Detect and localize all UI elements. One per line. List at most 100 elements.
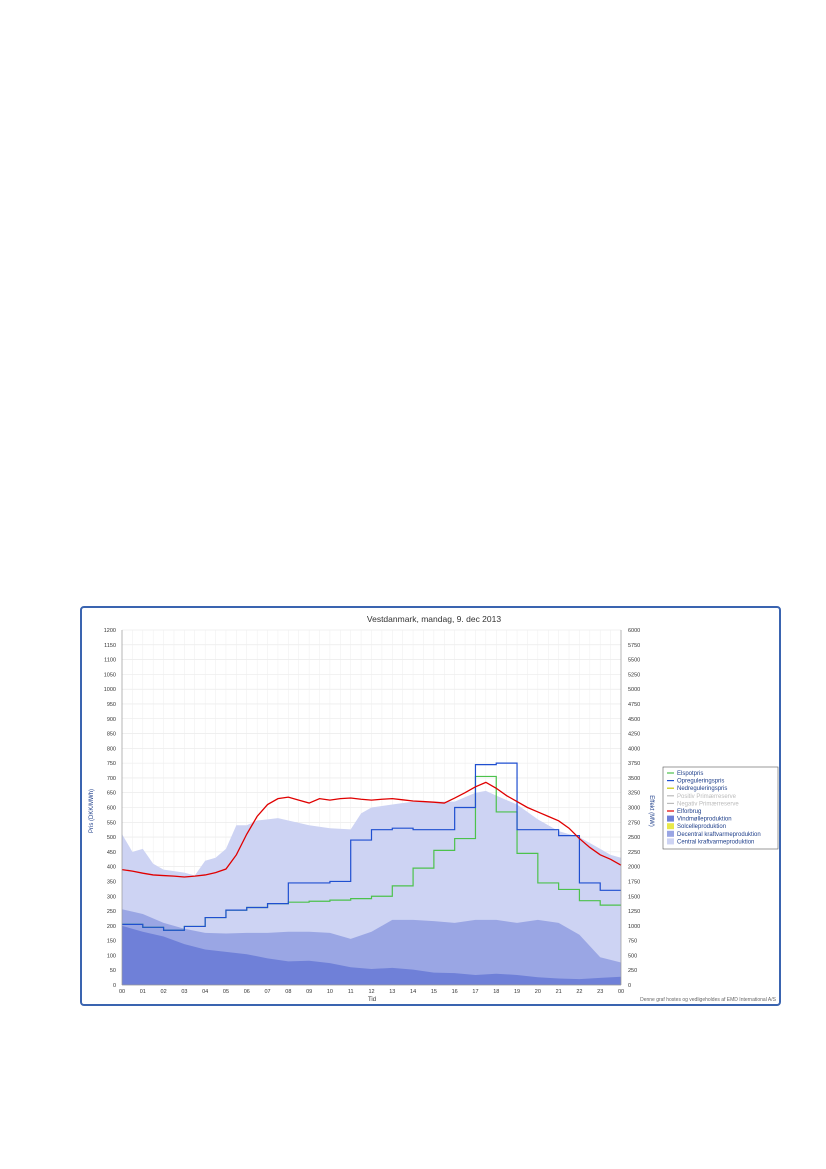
legend-label: Nedreguleringspris [677, 786, 727, 792]
x-tick-label: 10 [327, 989, 333, 995]
legend-label: Negativ Primærreserve [677, 801, 739, 807]
y-tick-label-right: 250 [628, 968, 637, 974]
y-tick-label-left: 600 [107, 806, 116, 812]
x-tick-label: 21 [556, 989, 562, 995]
x-tick-label: 08 [285, 989, 291, 995]
y-tick-label-left: 500 [107, 835, 116, 841]
legend-item[interactable]: Elspotpris [667, 771, 703, 777]
y-tick-label-right: 4000 [628, 746, 640, 752]
y-tick-label-right: 5750 [628, 643, 640, 649]
legend-box [662, 766, 779, 850]
x-tick-label: 03 [181, 989, 187, 995]
x-tick-label: 18 [493, 989, 499, 995]
y-tick-label-left: 900 [107, 717, 116, 723]
y-tick-label-right: 500 [628, 953, 637, 959]
legend-label: Solcelleproduktion [677, 824, 726, 830]
y-tick-label-left: 200 [107, 924, 116, 930]
series-area-vindm-lleproduktion [122, 925, 621, 985]
x-tick-label: 05 [223, 989, 229, 995]
y-tick-label-right: 4500 [628, 717, 640, 723]
y-tick-label-left: 50 [110, 968, 116, 974]
x-tick-label: 16 [452, 989, 458, 995]
legend-label: Positiv Primærreserve [677, 794, 737, 800]
y-tick-label-left: 1100 [104, 658, 116, 664]
y-tick-label-left: 750 [107, 761, 116, 767]
x-tick-label: 17 [472, 989, 478, 995]
y-tick-label-left: 0 [113, 983, 116, 989]
x-tick-label: 23 [597, 989, 603, 995]
y-tick-label-right: 5500 [628, 658, 640, 664]
legend-item[interactable]: Opreguleringspris [667, 779, 724, 785]
y-tick-label-right: 4750 [628, 702, 640, 708]
y-tick-label-right: 4250 [628, 732, 640, 738]
legend-item[interactable]: Negativ Primærreserve [667, 801, 739, 807]
legend-label: Elspotpris [677, 771, 703, 777]
x-tick-label: 00 [119, 989, 125, 995]
legend-item[interactable]: Solcelleproduktion [667, 823, 726, 830]
y-tick-label-left: 1150 [104, 643, 116, 649]
legend-label: Opreguleringspris [677, 779, 724, 785]
y-tick-label-left: 950 [107, 702, 116, 708]
x-tick-label: 09 [306, 989, 312, 995]
y-tick-label-left: 850 [107, 732, 116, 738]
legend-label: Central kraftvarmeproduktion [677, 839, 754, 845]
x-tick-label: 00 [618, 989, 624, 995]
legend-item[interactable]: Vindmølleproduktion [667, 815, 732, 823]
legend-item[interactable]: Decentral kraftvarmeproduktion [667, 830, 761, 838]
x-tick-label: 14 [410, 989, 416, 995]
y-tick-label-left: 100 [107, 953, 116, 959]
x-tick-label: 12 [368, 989, 374, 995]
x-tick-label: 15 [431, 989, 437, 995]
legend-item[interactable]: Nedreguleringspris [667, 786, 727, 792]
legend-item[interactable]: Elforbrug [667, 809, 701, 815]
y-tick-label-left: 350 [107, 879, 116, 885]
y-tick-label-left: 1050 [104, 672, 116, 678]
y-axis-left-label: Pris (DKK/MWh) [89, 789, 95, 833]
series-line-elforbrug [121, 781, 622, 878]
y-tick-label-left: 450 [107, 850, 116, 856]
x-tick-label: 11 [348, 989, 354, 995]
y-tick-label-left: 150 [107, 939, 116, 945]
y-axis-right-label: Effekt (MW) [648, 795, 654, 827]
x-tick-label: 02 [161, 989, 167, 995]
legend-swatch-area [667, 838, 674, 845]
legend: Elspotpris OpreguleringsprisNedregulering… [662, 766, 779, 850]
chart-title: Vestdanmark, mandag, 9. dec 2013 [367, 614, 501, 624]
y-tick-label-right: 0 [628, 983, 631, 989]
y-tick-label-right: 3750 [628, 761, 640, 767]
y-tick-label-left: 300 [107, 894, 116, 900]
x-tick-label: 06 [244, 989, 250, 995]
chart-svg: Vestdanmark, mandag, 9. dec 2013 Pris (D… [89, 614, 779, 1003]
legend-swatch-area [667, 815, 674, 822]
y-tick-label-left: 250 [107, 909, 116, 915]
y-tick-label-right: 6000 [628, 628, 640, 634]
y-tick-label-left: 800 [107, 746, 116, 752]
y-tick-label-right: 1250 [628, 909, 640, 915]
legend-swatch-area [667, 823, 674, 830]
y-tick-label-right: 2500 [628, 835, 640, 841]
y-tick-label-left: 1000 [104, 687, 116, 693]
y-tick-label-left: 700 [107, 776, 116, 782]
legend-item[interactable]: Positiv Primærreserve [667, 794, 737, 800]
y-tick-label-right: 1000 [628, 924, 640, 930]
y-tick-label-left: 650 [107, 791, 116, 797]
y-tick-label-right: 2000 [628, 865, 640, 871]
legend-label: Decentral kraftvarmeproduktion [677, 832, 761, 838]
x-tick-label: 20 [535, 989, 541, 995]
x-tick-label: 13 [389, 989, 395, 995]
legend-item[interactable]: Central kraftvarmeproduktion [667, 838, 754, 845]
y-tick-label-left: 400 [107, 865, 116, 871]
legend-label: Elforbrug [677, 809, 701, 815]
x-tick-label: 07 [264, 989, 270, 995]
y-tick-label-left: 1200 [104, 628, 116, 634]
y-tick-label-right: 3500 [628, 776, 640, 782]
y-tick-label-right: 1750 [628, 879, 640, 885]
chart-credit: Denne graf hostes og vedligeholdes af EM… [640, 997, 777, 1003]
y-tick-label-right: 5250 [628, 672, 640, 678]
x-tick-label: 19 [514, 989, 520, 995]
x-tick-label: 01 [140, 989, 146, 995]
legend-swatch-area [667, 830, 674, 837]
y-tick-label-right: 3000 [628, 806, 640, 812]
x-axis-label: Tid [368, 997, 376, 1003]
plot-area: 0501001502002503003504004505005506006507… [104, 628, 641, 995]
